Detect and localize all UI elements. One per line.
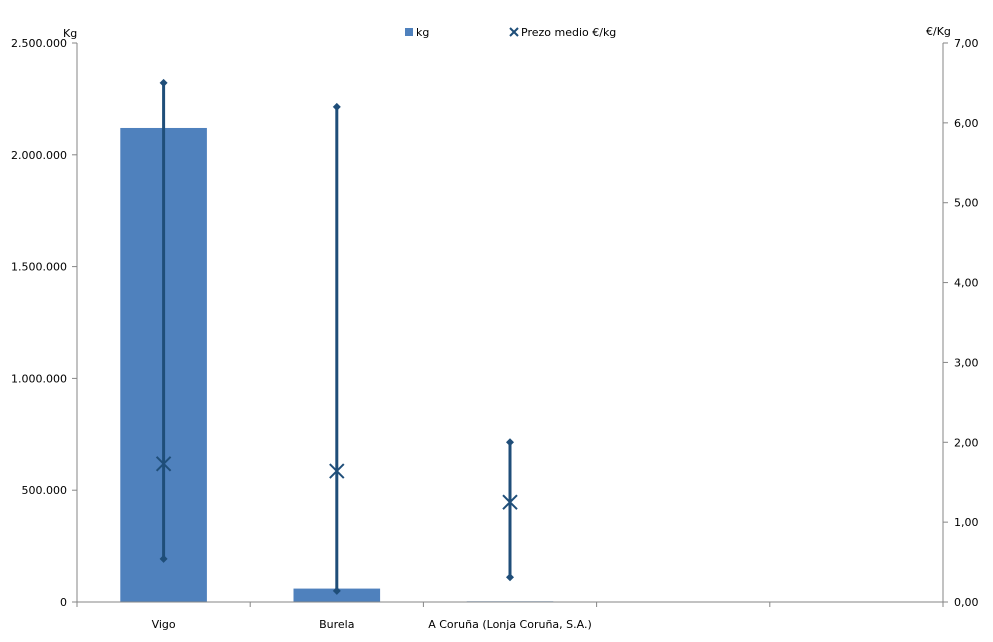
left-axis-tick-label: 2.500.000	[11, 37, 67, 50]
price-max-marker	[332, 102, 341, 111]
left-axis-tick-label: 500.000	[22, 484, 68, 497]
left-axis-tick-label: 2.000.000	[11, 149, 67, 162]
x-axis-category-label: A Coruña (Lonja Coruña, S.A.)	[428, 618, 592, 631]
x-axis-category-label: Vigo	[152, 618, 176, 631]
right-axis-tick-label: 7,00	[954, 37, 979, 50]
right-axis-tick-label: 5,00	[954, 197, 979, 210]
legend: kg Prezo medio €/kg	[405, 26, 616, 39]
price-max-marker	[506, 438, 514, 447]
x-axis-ticks: Vigo Burela A Coruña (Lonja Coruña, S.A.)	[76, 602, 944, 631]
plot-area	[120, 78, 554, 603]
left-axis-ticks: 0 500.000 1.000.000 1.500.000 2.000.000 2.500…	[11, 37, 77, 609]
price-average-marker	[155, 456, 172, 472]
legend-kg-swatch	[405, 28, 413, 36]
price-average-marker	[502, 494, 518, 510]
price-max-marker	[159, 78, 168, 87]
price-min-marker	[332, 586, 341, 595]
legend-price-label: Prezo medio €/kg	[521, 26, 616, 39]
left-axis-tick-label: 1.000.000	[11, 372, 67, 385]
legend-price-marker-icon	[509, 27, 519, 37]
left-axis-tick-label: 0	[60, 596, 67, 609]
right-axis-label: €/Kg	[926, 25, 951, 38]
price-min-marker	[506, 573, 514, 582]
right-axis-tick-label: 1,00	[954, 516, 979, 529]
legend-kg-label: kg	[416, 26, 429, 39]
right-axis-tick-label: 4,00	[954, 277, 979, 290]
price-average-marker	[329, 463, 345, 479]
left-axis-label: Kg	[63, 27, 77, 40]
right-axis-tick-label: 6,00	[954, 117, 979, 130]
right-axis-tick-label: 2,00	[954, 436, 979, 449]
right-axis-ticks: 0,00 1,00 2,00 3,00 4,00 5,00 6,00 7,00	[943, 37, 979, 609]
bar-kg	[293, 588, 381, 602]
left-axis-tick-label: 1.500.000	[11, 261, 67, 274]
price-min-marker	[159, 554, 168, 563]
right-axis-tick-label: 0,00	[954, 596, 979, 609]
x-axis-category-label: Burela	[319, 618, 354, 631]
right-axis-tick-label: 3,00	[954, 356, 979, 369]
axes	[76, 43, 944, 603]
